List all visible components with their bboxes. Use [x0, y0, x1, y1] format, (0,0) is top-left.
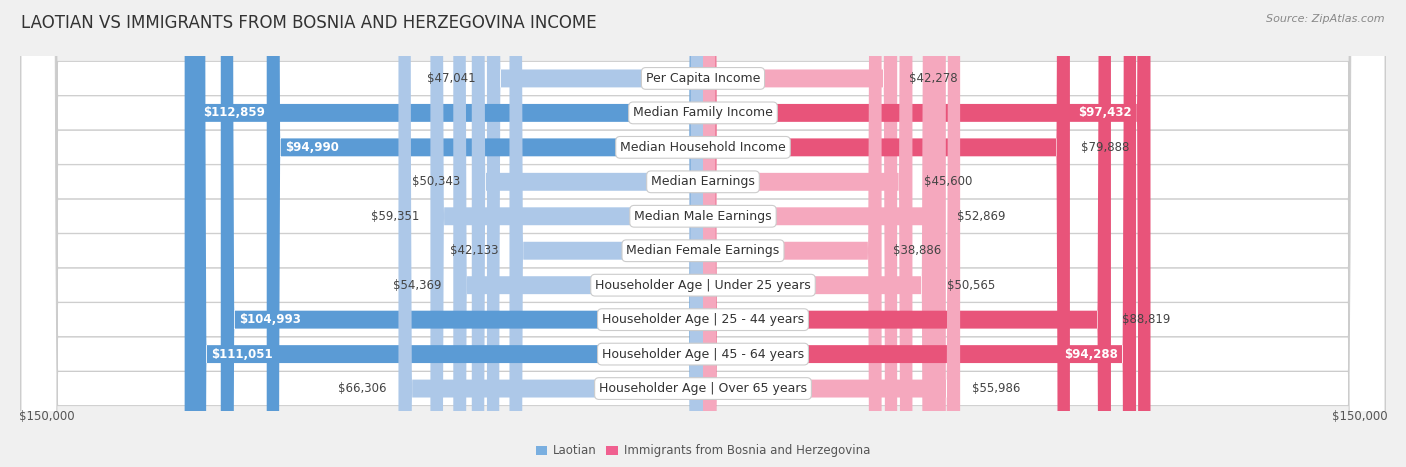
Text: $94,288: $94,288 — [1064, 347, 1118, 361]
FancyBboxPatch shape — [703, 0, 946, 467]
FancyBboxPatch shape — [703, 0, 1136, 467]
FancyBboxPatch shape — [453, 0, 703, 467]
Text: $150,000: $150,000 — [18, 410, 75, 423]
FancyBboxPatch shape — [21, 0, 1385, 467]
FancyBboxPatch shape — [267, 0, 703, 467]
FancyBboxPatch shape — [193, 0, 703, 467]
FancyBboxPatch shape — [21, 0, 1385, 467]
FancyBboxPatch shape — [21, 0, 1385, 467]
FancyBboxPatch shape — [509, 0, 703, 467]
FancyBboxPatch shape — [703, 0, 935, 467]
Legend: Laotian, Immigrants from Bosnia and Herzegovina: Laotian, Immigrants from Bosnia and Herz… — [531, 439, 875, 462]
Text: Median Male Earnings: Median Male Earnings — [634, 210, 772, 223]
Text: Median Household Income: Median Household Income — [620, 141, 786, 154]
Text: Median Family Income: Median Family Income — [633, 106, 773, 120]
FancyBboxPatch shape — [21, 0, 1385, 467]
Text: Householder Age | Over 65 years: Householder Age | Over 65 years — [599, 382, 807, 395]
Text: $88,819: $88,819 — [1122, 313, 1171, 326]
Text: Source: ZipAtlas.com: Source: ZipAtlas.com — [1267, 14, 1385, 24]
FancyBboxPatch shape — [21, 0, 1385, 467]
Text: $50,565: $50,565 — [946, 279, 995, 292]
Text: $50,343: $50,343 — [412, 175, 460, 188]
Text: $55,986: $55,986 — [972, 382, 1019, 395]
Text: LAOTIAN VS IMMIGRANTS FROM BOSNIA AND HERZEGOVINA INCOME: LAOTIAN VS IMMIGRANTS FROM BOSNIA AND HE… — [21, 14, 596, 32]
Text: $47,041: $47,041 — [427, 72, 475, 85]
Text: $38,886: $38,886 — [893, 244, 942, 257]
FancyBboxPatch shape — [21, 0, 1385, 467]
FancyBboxPatch shape — [472, 0, 703, 467]
FancyBboxPatch shape — [703, 0, 960, 467]
Text: $52,869: $52,869 — [957, 210, 1005, 223]
Text: Per Capita Income: Per Capita Income — [645, 72, 761, 85]
Text: Householder Age | Under 25 years: Householder Age | Under 25 years — [595, 279, 811, 292]
Text: $54,369: $54,369 — [394, 279, 441, 292]
FancyBboxPatch shape — [21, 0, 1385, 467]
FancyBboxPatch shape — [221, 0, 703, 467]
FancyBboxPatch shape — [703, 0, 1070, 467]
Text: $59,351: $59,351 — [371, 210, 419, 223]
FancyBboxPatch shape — [703, 0, 1150, 467]
Text: $94,990: $94,990 — [285, 141, 339, 154]
Text: $104,993: $104,993 — [239, 313, 301, 326]
FancyBboxPatch shape — [21, 0, 1385, 467]
FancyBboxPatch shape — [398, 0, 703, 467]
Text: Householder Age | 45 - 64 years: Householder Age | 45 - 64 years — [602, 347, 804, 361]
Text: $111,051: $111,051 — [211, 347, 273, 361]
Text: $42,133: $42,133 — [450, 244, 498, 257]
Text: Median Earnings: Median Earnings — [651, 175, 755, 188]
Text: $97,432: $97,432 — [1078, 106, 1132, 120]
FancyBboxPatch shape — [21, 0, 1385, 467]
Text: Householder Age | 25 - 44 years: Householder Age | 25 - 44 years — [602, 313, 804, 326]
Text: $45,600: $45,600 — [924, 175, 973, 188]
FancyBboxPatch shape — [703, 0, 882, 467]
Text: $112,859: $112,859 — [202, 106, 264, 120]
Text: $79,888: $79,888 — [1081, 141, 1130, 154]
FancyBboxPatch shape — [430, 0, 703, 467]
FancyBboxPatch shape — [486, 0, 703, 467]
Text: $150,000: $150,000 — [1331, 410, 1388, 423]
FancyBboxPatch shape — [21, 0, 1385, 467]
FancyBboxPatch shape — [184, 0, 703, 467]
Text: $42,278: $42,278 — [908, 72, 957, 85]
FancyBboxPatch shape — [703, 0, 1111, 467]
FancyBboxPatch shape — [703, 0, 912, 467]
Text: Median Female Earnings: Median Female Earnings — [627, 244, 779, 257]
FancyBboxPatch shape — [703, 0, 897, 467]
Text: $66,306: $66,306 — [339, 382, 387, 395]
